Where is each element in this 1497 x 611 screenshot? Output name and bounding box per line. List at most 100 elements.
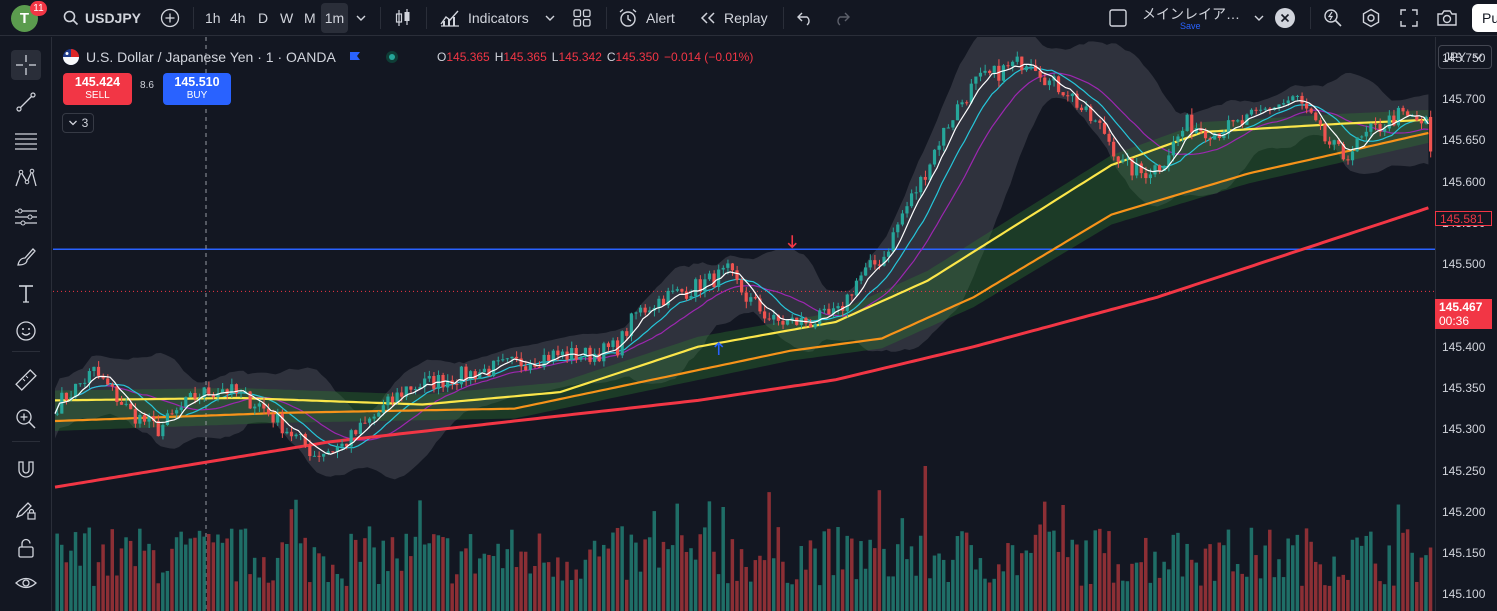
publish-button[interactable]: Pu (1472, 4, 1497, 32)
indicators-dropdown[interactable] (544, 0, 556, 36)
undo-button[interactable] (796, 0, 814, 36)
emoji-tool[interactable] (11, 316, 41, 346)
volume-bar (1212, 580, 1217, 611)
volume-bar (110, 529, 115, 611)
redo-button[interactable] (833, 0, 851, 36)
candle-body (1369, 123, 1373, 132)
candle-body (1245, 114, 1249, 125)
replay-button[interactable]: Replay (698, 0, 768, 36)
volume-bar (647, 537, 652, 611)
timeframe-m[interactable]: M (304, 10, 316, 26)
text-tool[interactable] (11, 279, 41, 309)
volume-bar (606, 548, 611, 611)
candle-body (1263, 108, 1267, 110)
volume-bar (1336, 576, 1341, 611)
chart-pane[interactable] (53, 37, 1435, 611)
volume-bar (459, 551, 464, 611)
candle-body (928, 164, 932, 180)
trend-line-tool[interactable] (11, 87, 41, 117)
candle-body (602, 343, 606, 362)
timeframe-1h[interactable]: 1h (205, 10, 221, 26)
timeframe-4h[interactable]: 4h (230, 10, 246, 26)
candle-body (1231, 120, 1235, 122)
layout-checkbox[interactable] (1108, 0, 1128, 36)
pattern-tool[interactable] (11, 164, 41, 194)
volume-bar (579, 578, 583, 611)
layout-name[interactable]: メインレイア… (1142, 6, 1240, 22)
volume-bar (1148, 582, 1153, 611)
magnet-tool[interactable] (11, 455, 41, 485)
candle-body (1102, 122, 1107, 134)
projection-tool[interactable] (11, 202, 41, 232)
candle-body (276, 413, 280, 423)
buy-button[interactable]: 145.510 BUY (163, 73, 231, 105)
fullscreen-button[interactable] (1400, 0, 1418, 36)
volume-bar (537, 533, 542, 611)
alert-button[interactable]: Alert (618, 0, 675, 36)
candle-body (680, 289, 684, 292)
layout-save-label[interactable]: Save (1180, 21, 1201, 31)
candle-body (184, 397, 188, 408)
sell-button[interactable]: 145.424 SELL (63, 73, 132, 105)
layout-dropdown[interactable] (1253, 0, 1265, 36)
sell-label: SELL (85, 90, 110, 101)
candle-body (363, 422, 367, 424)
volume-bar (854, 579, 859, 611)
volume-bar (850, 538, 854, 611)
volume-bar (1226, 529, 1231, 611)
candle-body (974, 76, 978, 84)
volume-bar (1199, 585, 1203, 611)
chart-title[interactable]: U.S. Dollar / Japanese Yen · 1 · OANDA (86, 49, 336, 65)
candle-body (1116, 156, 1120, 162)
quick-search-button[interactable] (1323, 0, 1343, 36)
volume-bar (937, 553, 941, 611)
volume-bar (638, 571, 643, 611)
compare-symbol-button[interactable] (160, 0, 180, 36)
candle-body (478, 372, 482, 379)
crosshair-tool[interactable] (11, 50, 41, 80)
candle-body (1162, 165, 1166, 172)
price-chart[interactable] (53, 37, 1435, 611)
unlock-tool[interactable] (11, 533, 41, 563)
candle-body (772, 314, 776, 320)
volume-bar (1263, 545, 1267, 611)
volume-bar (1378, 581, 1382, 611)
templates-button[interactable] (572, 0, 592, 36)
candle-body (813, 323, 817, 328)
candle-body (937, 145, 941, 150)
symbol-search-button[interactable]: USDJPY (63, 0, 141, 36)
indicators-button[interactable]: Indicators (439, 0, 529, 36)
candle-body (390, 396, 395, 403)
timeframe-1m-active[interactable]: 1m (321, 3, 348, 33)
candle-body (854, 280, 859, 296)
candle-body (1383, 128, 1387, 132)
volume-bar (983, 578, 987, 611)
volume-bar (170, 548, 174, 611)
volume-bar (285, 543, 289, 611)
snapshot-button[interactable] (1436, 0, 1458, 36)
timeframe-dropdown[interactable] (355, 0, 367, 36)
volume-bar (358, 561, 363, 611)
candle-body (790, 317, 794, 320)
candle-body (808, 323, 813, 328)
volume-bar (813, 548, 817, 611)
horizontal-lines-tool[interactable] (11, 126, 41, 156)
candle-body (179, 407, 183, 411)
indicators-collapse-button[interactable]: 3 (62, 113, 94, 133)
candle-body (923, 176, 927, 180)
close-layout-button[interactable] (1274, 0, 1296, 36)
visibility-tool[interactable] (11, 568, 41, 598)
timeframe-w[interactable]: W (280, 10, 294, 26)
volume-bar (225, 538, 229, 611)
currency-selector[interactable]: JPY (1438, 45, 1492, 69)
volume-bar (1061, 505, 1065, 611)
candle-body (638, 307, 643, 313)
lock-drawings-tool[interactable] (11, 495, 41, 525)
timeframe-d[interactable]: D (258, 10, 269, 26)
settings-button[interactable] (1361, 0, 1381, 36)
ruler-tool[interactable] (11, 365, 41, 395)
volume-bar (404, 533, 408, 611)
zoom-tool[interactable] (11, 404, 41, 434)
chart-type-button[interactable] (394, 0, 412, 36)
brush-tool[interactable] (11, 242, 41, 272)
